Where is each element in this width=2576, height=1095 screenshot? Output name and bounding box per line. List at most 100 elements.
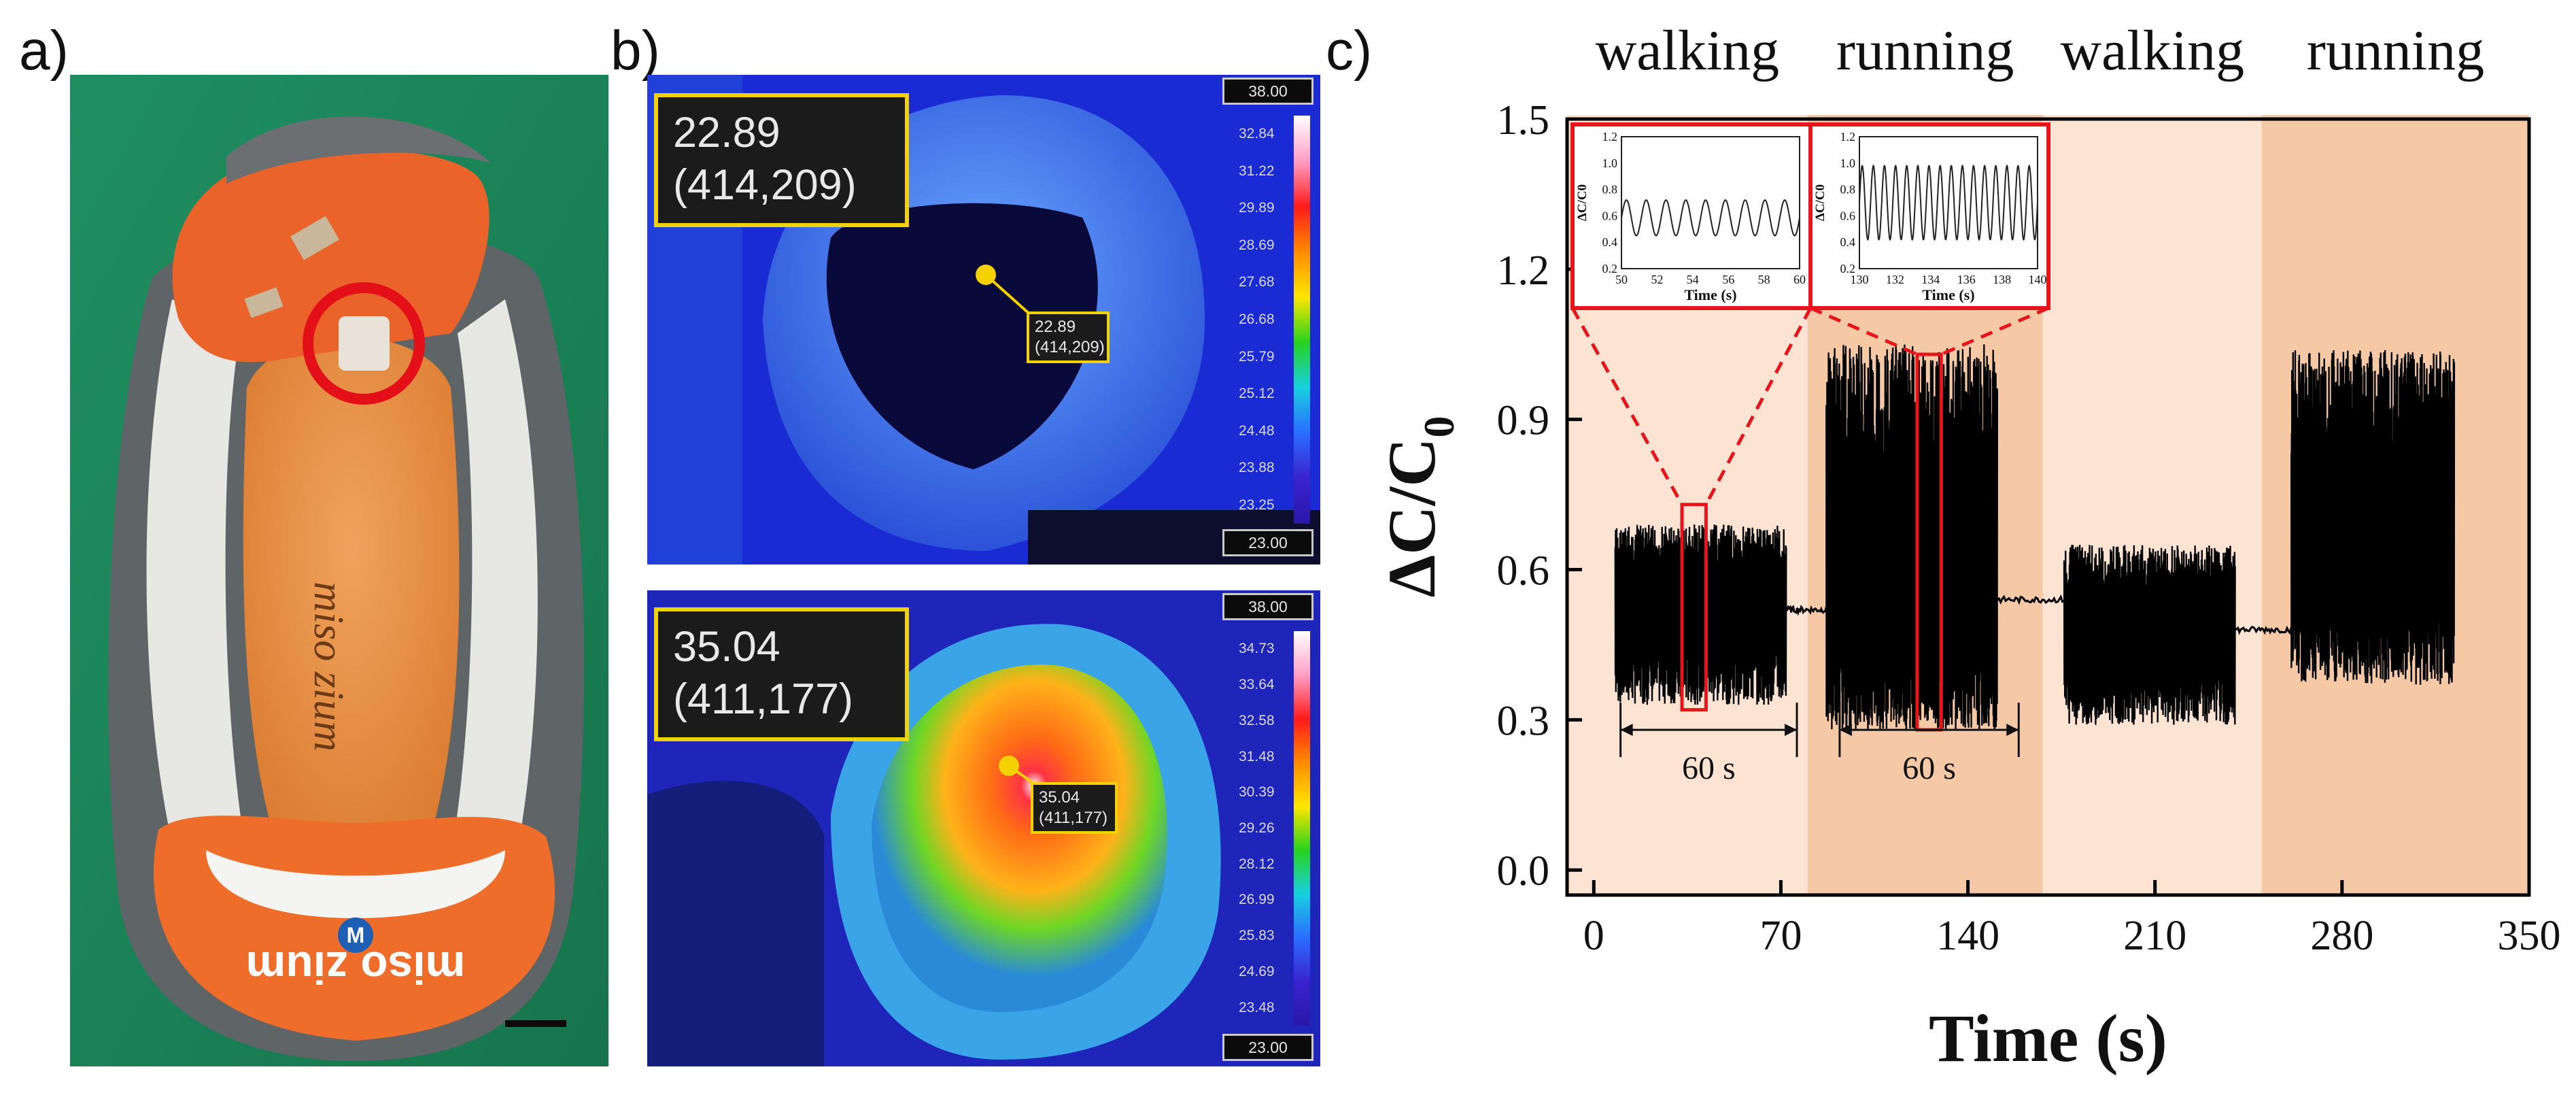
- inset-y-tick-label: 1.0: [1840, 156, 1856, 170]
- phase-band-running: [2261, 115, 2529, 895]
- duration-arrowhead: [2006, 724, 2019, 737]
- phase-band-running: [1807, 115, 2043, 895]
- shoe-illustration: miso zium M miso zium: [70, 75, 608, 1066]
- x-tick-label: 0: [1583, 913, 1604, 959]
- panel-b-label: b): [611, 20, 660, 82]
- phase-bands: [1567, 115, 2529, 895]
- zoom-window: [1915, 352, 1943, 732]
- inset-x-tick-label: 60: [1793, 273, 1806, 286]
- scale-tick-label: 31.48: [1239, 748, 1275, 764]
- signal-walking-segment: [1614, 524, 1787, 705]
- phase-label-walking: walking: [2060, 19, 2244, 82]
- y-tick-label: 0.0: [1497, 848, 1550, 894]
- y-tick-label: 1.2: [1497, 248, 1550, 294]
- scale-tick-label: 27.68: [1239, 274, 1275, 290]
- readout-value: 22.89: [673, 109, 780, 156]
- scale-tick-label: 30.39: [1239, 784, 1275, 801]
- inset-y-axis-title: ΔC/C0: [1575, 184, 1590, 221]
- signal-walking-segment: [2063, 545, 2236, 725]
- inset-x-axis-title: Time (s): [1684, 286, 1736, 303]
- marker-coord: (414,209): [1035, 338, 1105, 356]
- zoom-connector: [1570, 307, 1684, 506]
- scale-tick-label: 32.58: [1239, 712, 1275, 728]
- inset-y-tick-label: 0.6: [1602, 209, 1618, 222]
- insole-brand-text: miso zium: [305, 582, 351, 752]
- scale-tick-label: 28.69: [1239, 237, 1275, 253]
- marker-value: 22.89: [1035, 318, 1076, 336]
- scale-tick-label: 24.48: [1239, 422, 1275, 439]
- signal-running-segment: [1825, 344, 1998, 730]
- signal-rest-segment: [1785, 605, 1827, 616]
- axes: 0 70 140 210 280 350 0.0 0.3 0.6 0.9 1.2 1.5 Time (s…: [1374, 97, 2561, 1076]
- inset-frame: [1570, 122, 1813, 310]
- inset-y-tick-label: 0.6: [1840, 209, 1856, 222]
- scale-tick-label: 26.99: [1239, 892, 1275, 908]
- x-tick-label: 70: [1759, 913, 1802, 959]
- scale-tick-label: 25.83: [1239, 928, 1275, 944]
- inset-x-tick-label: 54: [1687, 273, 1699, 286]
- duration-annotations: 60 s 60 s: [1619, 703, 2020, 786]
- zoom-connector: [1810, 306, 1918, 356]
- scale-tick-label: 25.12: [1239, 386, 1275, 402]
- marker-coord: (411,177): [1039, 809, 1107, 827]
- marker-label-bottom: 35.04 (411,177): [1031, 782, 1118, 834]
- x-tick-label: 280: [2310, 913, 2373, 959]
- inset-y-tick-label: 0.2: [1840, 262, 1856, 275]
- scale-max-bottom: 38.00: [1222, 593, 1313, 620]
- inset-y-tick-label: 1.0: [1602, 156, 1618, 170]
- x-tick-label: 140: [1936, 913, 1999, 959]
- phase-label-running: running: [2307, 19, 2484, 82]
- inset-x-tick-label: 130: [1851, 273, 1869, 286]
- y-tick-label: 0.6: [1497, 548, 1550, 594]
- inset-y-tick-label: 0.4: [1602, 235, 1618, 249]
- duration-arrowhead: [1839, 724, 1852, 737]
- inset-x-tick-label: 138: [1993, 273, 2011, 286]
- inset-y-tick-label: 1.2: [1602, 130, 1618, 144]
- signal-trace: [1614, 344, 2456, 730]
- scale-tick-label: 23.25: [1239, 496, 1275, 513]
- y-tick-label: 0.9: [1497, 398, 1550, 444]
- zoom-indicators: [1570, 306, 2049, 732]
- heel-logo-letter: M: [347, 923, 365, 947]
- signal-rest-segment: [2235, 625, 2292, 635]
- scale-tick-label: 25.79: [1239, 348, 1275, 365]
- scale-tick-label: 33.64: [1239, 677, 1275, 693]
- phase-band-walking: [2042, 115, 2262, 895]
- x-axis-title: Time (s): [1929, 1000, 2167, 1076]
- scale-tick-label: 23.48: [1239, 999, 1275, 1015]
- inset-x-tick-label: 140: [2029, 273, 2047, 286]
- inset-waveform: [1859, 164, 2038, 241]
- signal-running-segment: [2290, 350, 2456, 685]
- readout-coord: (414,209): [673, 161, 857, 209]
- scale-tick-label: 29.26: [1239, 820, 1275, 836]
- zoom-connector: [1704, 307, 1813, 505]
- inset-y-tick-label: 0.8: [1602, 183, 1618, 197]
- inset-y-tick-label: 1.2: [1840, 130, 1856, 144]
- scale-tick-label: 34.73: [1239, 641, 1275, 657]
- scale-tick-label: 23.88: [1239, 460, 1275, 476]
- inset-x-axis-title: Time (s): [1922, 286, 1974, 303]
- plot-frame: [1565, 117, 2531, 897]
- x-tick-label: 350: [2498, 913, 2561, 959]
- color-bar-top: [1294, 116, 1310, 524]
- inset-x-tick-label: 52: [1651, 273, 1663, 286]
- scale-tick-label: 32.84: [1239, 126, 1275, 142]
- scale-bar: [505, 1020, 566, 1027]
- temperature-readout-bottom: 35.04 (411,177): [654, 607, 909, 741]
- marker-label-top: 22.89 (414,209): [1027, 311, 1110, 363]
- y-tick-label: 0.3: [1497, 698, 1550, 744]
- insets: 50 52 54 56 58 60 0.2 0.4 0.6 0.8 1.0 1.2 Time (s) ΔC…: [1570, 122, 2050, 310]
- duration-label: 60 s: [1902, 750, 1956, 786]
- readout-value: 35.04: [673, 623, 780, 671]
- inset-x-tick-label: 134: [1921, 273, 1940, 286]
- thermal-top-scene: [647, 75, 1320, 565]
- panel-a-label: a): [19, 20, 69, 82]
- scale-max-top: 38.00: [1222, 78, 1313, 105]
- y-axis-title: ΔC/C0: [1374, 416, 1463, 598]
- x-tick-label: 210: [2123, 913, 2186, 959]
- inset-plot-frame: [1621, 136, 1800, 269]
- marker-value: 35.04: [1039, 788, 1080, 807]
- scale-tick-label: 24.69: [1239, 963, 1275, 979]
- inset-x-tick-label: 56: [1722, 273, 1734, 286]
- phase-band-walking: [1567, 115, 1808, 895]
